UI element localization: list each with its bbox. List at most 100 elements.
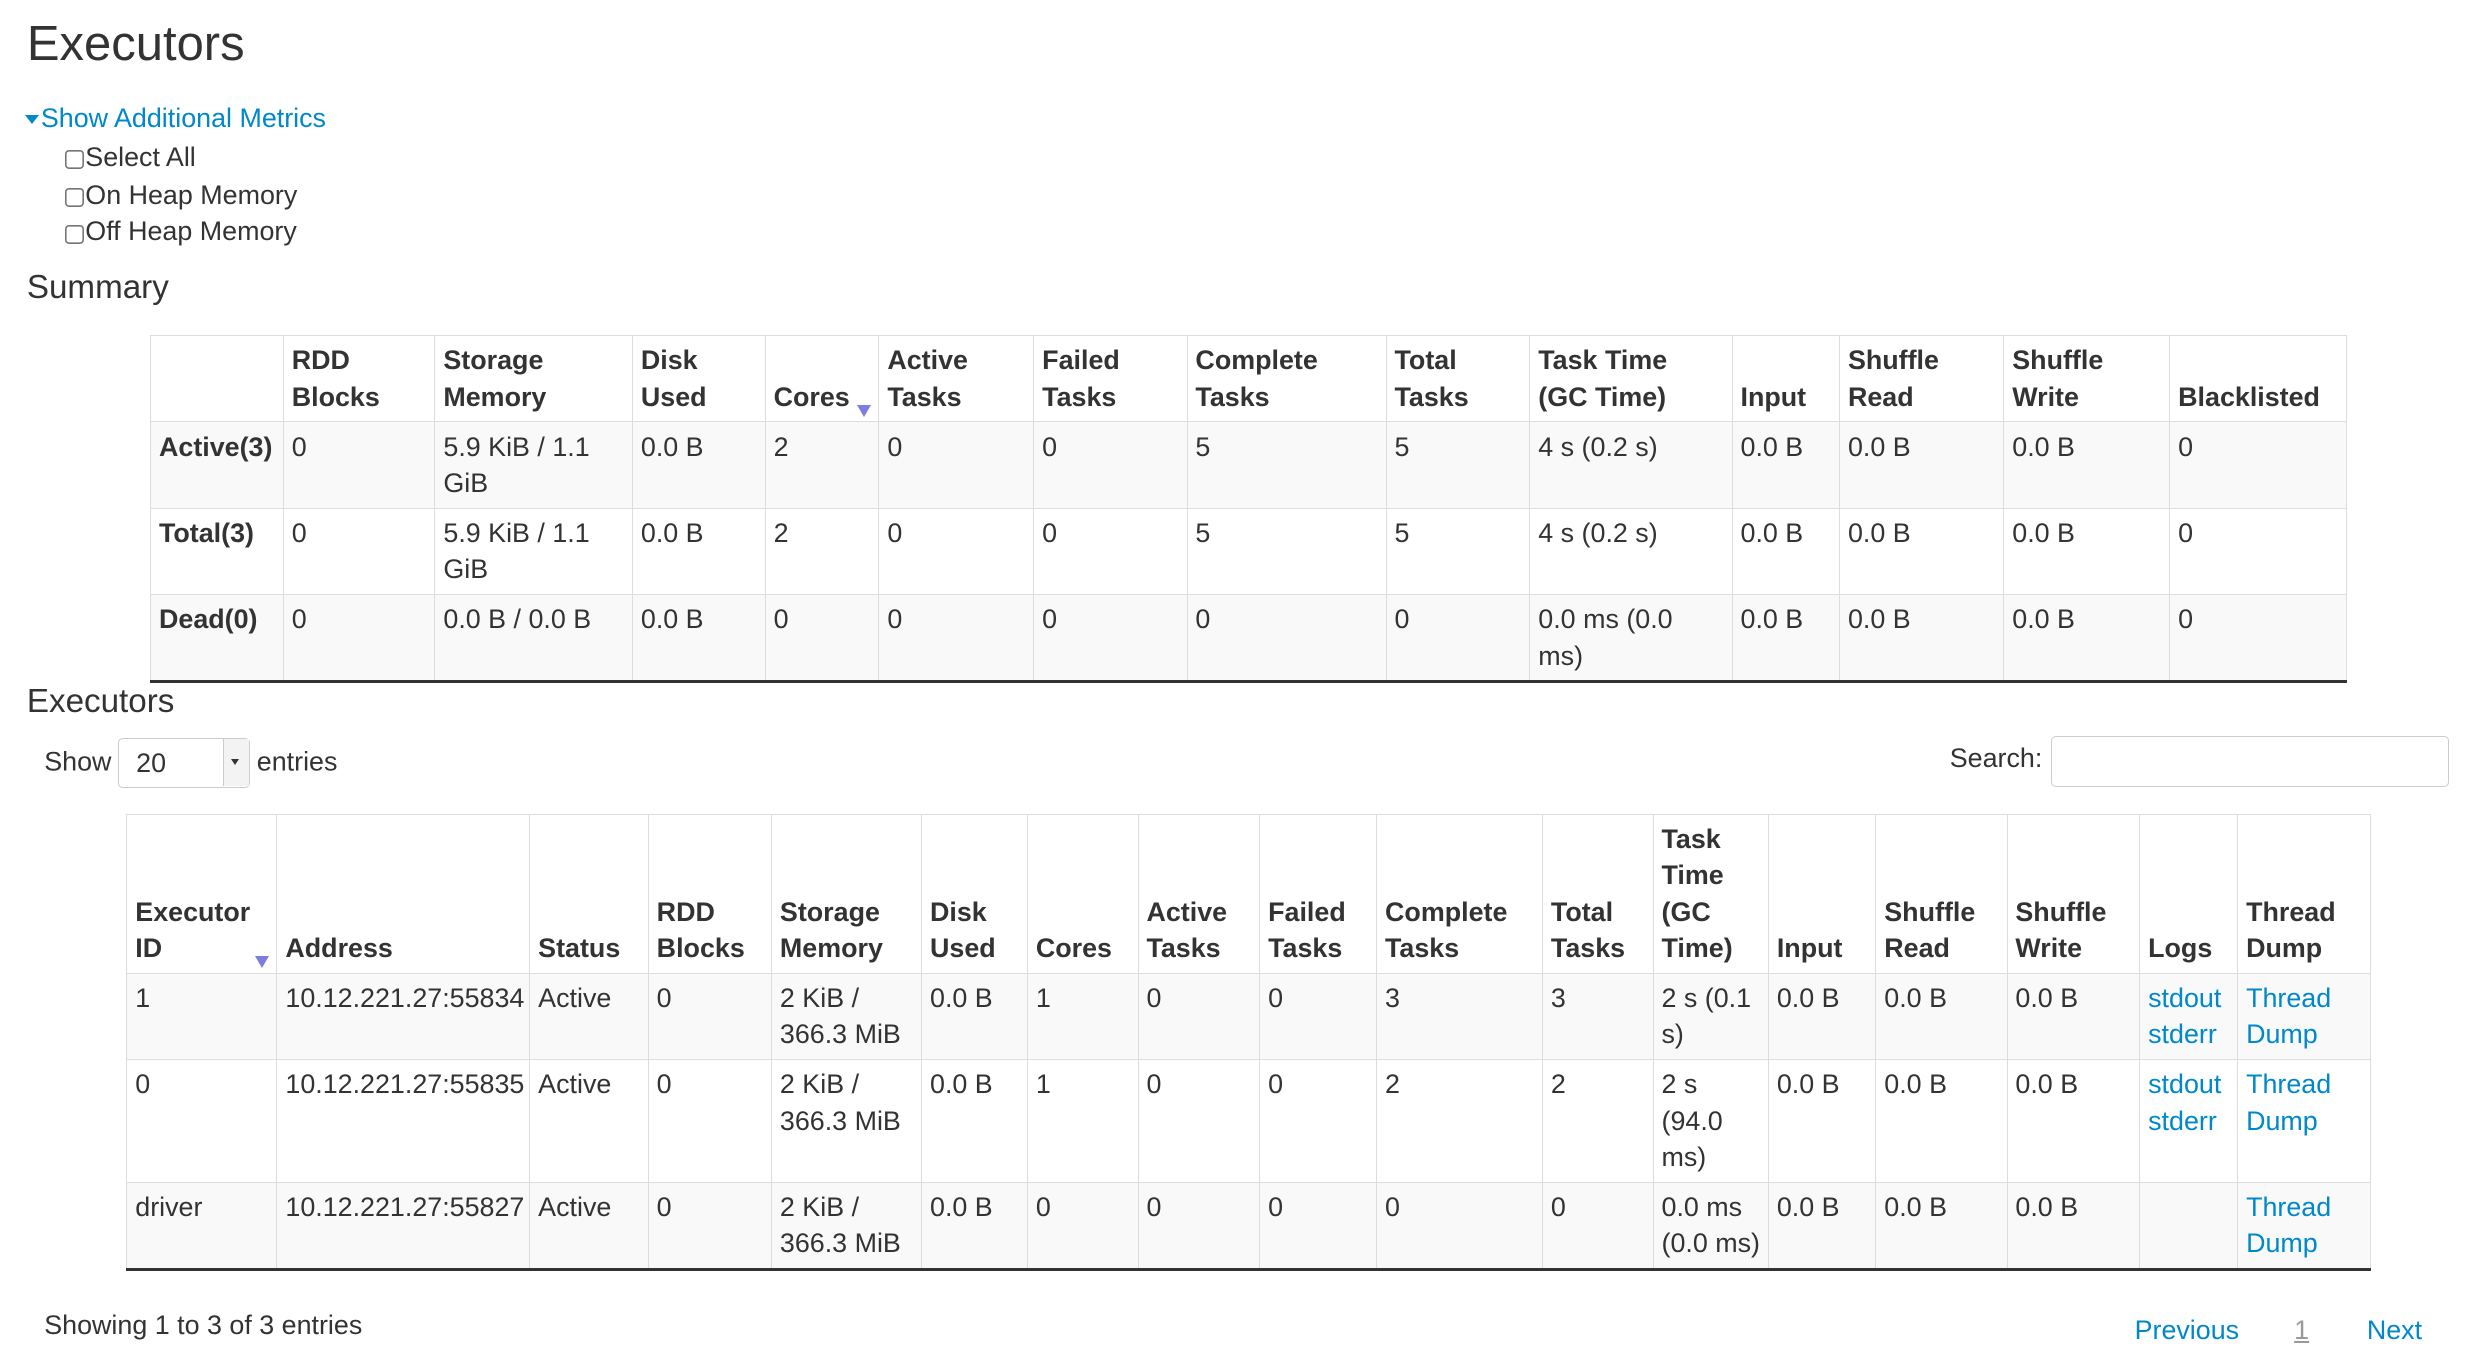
cell: 0.0 B <box>631 507 766 595</box>
cell: 0.0 B <box>1767 972 1877 1060</box>
column-header[interactable]: Shuffle Write <box>2006 813 2141 974</box>
off-heap-memory-checkbox[interactable]: Off Heap Memory <box>64 216 297 247</box>
caret-down-icon <box>25 115 40 124</box>
column-header[interactable]: Complete Tasks <box>1376 813 1544 974</box>
logs-cell: stdout stderr <box>2139 972 2239 1060</box>
column-header[interactable]: Thread Dump <box>2237 813 2371 974</box>
on-heap-memory-checkbox[interactable]: On Heap Memory <box>64 180 297 211</box>
cell: 0.0 B <box>2006 1059 2141 1183</box>
sort-desc-icon <box>254 955 269 968</box>
table-info: Showing 1 to 3 of 3 entries <box>44 1309 363 1340</box>
thread-dump-link[interactable]: Thread Dump <box>2246 1191 2332 1259</box>
column-header[interactable]: Shuffle Read <box>1839 334 2005 423</box>
search-input[interactable] <box>2050 736 2449 787</box>
cell: 2 <box>1376 1059 1544 1183</box>
cell: 0.0 B <box>1767 1181 1877 1270</box>
sort-desc-icon <box>856 404 871 417</box>
thread-dump-link[interactable]: Thread Dump <box>2246 983 2332 1050</box>
next-button[interactable]: Next <box>2366 1314 2423 1345</box>
column-header[interactable]: Total Tasks <box>1385 334 1531 423</box>
checkbox-label: Select All <box>85 142 196 173</box>
checkbox[interactable] <box>64 150 84 170</box>
stderr-link[interactable]: stderr <box>2148 1105 2217 1136</box>
checkbox[interactable] <box>64 224 84 244</box>
thread-dump-link[interactable]: Thread Dump <box>2246 1069 2332 1136</box>
stderr-link[interactable]: stderr <box>2148 1019 2217 1050</box>
cell: 5.9 KiB / 1.1 GiB <box>434 507 633 595</box>
summary-table: RDD Blocks Storage Memory Disk Used Cores Ac… <box>150 334 2348 684</box>
cell: 0 <box>1259 1059 1378 1183</box>
column-header[interactable]: Disk Used <box>631 334 766 423</box>
column-header[interactable]: Shuffle Write <box>2003 334 2171 423</box>
cell: 0.0 B <box>1767 1059 1877 1183</box>
column-header[interactable]: Address <box>276 813 531 974</box>
column-header[interactable]: Storage Memory <box>434 334 633 423</box>
page-1-button[interactable]: 1 <box>2294 1314 2310 1345</box>
column-header[interactable]: Logs <box>2139 813 2239 974</box>
cell: 1 <box>126 972 278 1060</box>
column-header[interactable]: RDD Blocks <box>282 334 436 423</box>
cell: 5 <box>1385 421 1531 509</box>
show-additional-metrics-toggle[interactable]: Show Additional Metrics <box>25 103 326 134</box>
stdout-link[interactable]: stdout <box>2148 983 2222 1013</box>
select-all-checkbox[interactable]: Select All <box>64 142 196 173</box>
column-header[interactable]: Failed Tasks <box>1259 813 1378 974</box>
checkbox[interactable] <box>64 188 84 208</box>
entries-select[interactable]: 20 <box>117 737 251 789</box>
column-header[interactable]: Storage Memory <box>771 813 923 974</box>
cell: 0.0 B <box>1875 1181 2008 1270</box>
cell: 0.0 B <box>1731 593 1841 683</box>
cell: Active <box>529 1059 649 1183</box>
cell: 0 <box>1186 593 1387 683</box>
column-header[interactable]: Input <box>1731 334 1841 423</box>
column-header[interactable] <box>150 334 284 423</box>
column-header[interactable]: Cores <box>1026 813 1139 974</box>
column-header[interactable]: Blacklisted <box>2169 334 2348 423</box>
cell: 0 <box>764 593 880 683</box>
cell: 4 s (0.2 s) <box>1529 421 1733 509</box>
page-title: Executors <box>26 16 245 71</box>
cell: 0 <box>1259 1181 1378 1270</box>
column-header[interactable]: Complete Tasks <box>1186 334 1387 423</box>
column-header[interactable]: Executor ID <box>126 813 278 974</box>
column-header[interactable]: Total Tasks <box>1542 813 1654 974</box>
cell: 5.9 KiB / 1.1 GiB <box>434 421 633 509</box>
column-header[interactable]: Disk Used <box>921 813 1028 974</box>
cell: 0 <box>1137 972 1261 1060</box>
cell: 0 <box>282 507 436 595</box>
column-header[interactable]: Active Tasks <box>1137 813 1261 974</box>
cell: 0 <box>1033 421 1188 509</box>
cell: 0.0 B <box>1839 593 2005 683</box>
cell: 2 KiB / 366.3 MiB <box>771 972 923 1060</box>
cell: 10.12.221.27:55834 <box>276 972 531 1060</box>
executor-row: 0 10.12.221.27:55835 Active 0 2 KiB / 366.3 … <box>126 1059 2371 1183</box>
cell: 0 <box>878 507 1035 595</box>
search-control: Search: <box>1950 736 2449 787</box>
cell: 0 <box>1033 507 1188 595</box>
show-label: Show <box>44 746 112 777</box>
cell: 0.0 B <box>2003 593 2171 683</box>
stdout-link[interactable]: stdout <box>2148 1069 2222 1100</box>
column-header[interactable]: Active Tasks <box>878 334 1035 423</box>
column-header[interactable]: Status <box>529 813 649 974</box>
cell: 0.0 B <box>2006 972 2141 1060</box>
column-header[interactable]: Shuffle Read <box>1875 813 2008 974</box>
cell: 2 <box>764 421 880 509</box>
checkbox-label: Off Heap Memory <box>85 216 297 247</box>
column-header[interactable]: Task Time (GC Time) <box>1652 813 1769 974</box>
column-header[interactable]: Input <box>1767 813 1877 974</box>
column-header[interactable]: Task Time (GC Time) <box>1529 334 1733 423</box>
cell: 2 s (0.1 s) <box>1652 972 1769 1060</box>
cell: 2 KiB / 366.3 MiB <box>771 1181 923 1270</box>
column-header[interactable]: Failed Tasks <box>1033 334 1188 423</box>
column-header[interactable]: Cores <box>764 334 880 423</box>
thread-dump-cell: Thread Dump <box>2237 1181 2371 1270</box>
cell: 0.0 B <box>1731 421 1841 509</box>
cell: 0 <box>1259 972 1378 1060</box>
cell: 0.0 B <box>631 421 766 509</box>
previous-button[interactable]: Previous <box>2134 1314 2240 1345</box>
cell: 10.12.221.27:55835 <box>276 1059 531 1183</box>
toggle-label[interactable]: Show Additional Metrics <box>40 102 326 133</box>
column-header[interactable]: RDD Blocks <box>647 813 773 974</box>
